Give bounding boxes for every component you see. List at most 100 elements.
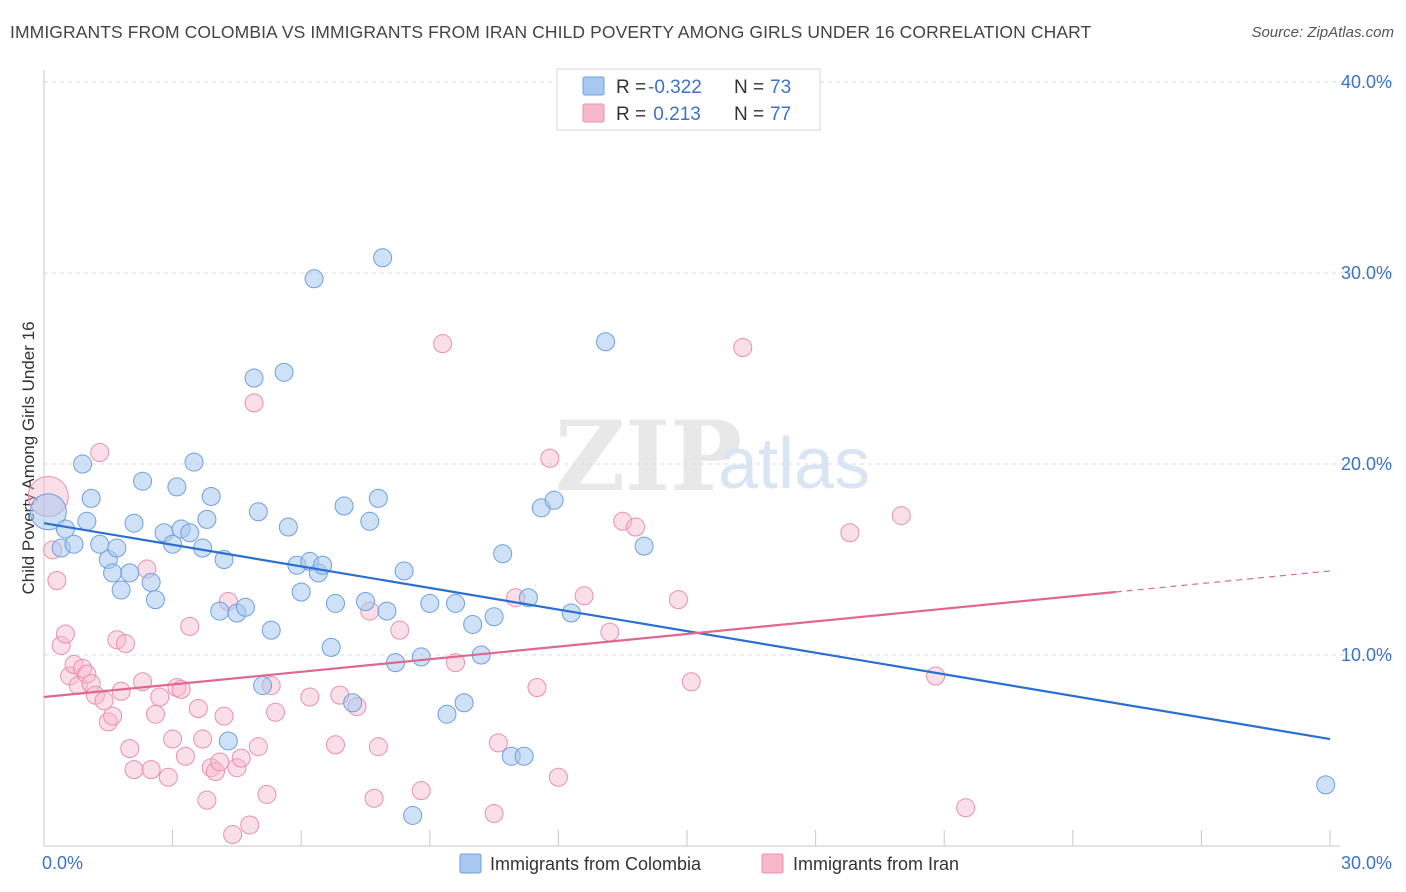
colombia-point <box>411 647 431 667</box>
colombia-point <box>210 601 230 621</box>
iran-point <box>205 762 225 782</box>
colombia-point <box>377 601 397 621</box>
iran-point <box>733 337 753 357</box>
trend-lines <box>43 522 1331 741</box>
iran-point <box>180 616 200 636</box>
iran-point <box>188 698 208 718</box>
colombia-point <box>334 496 354 516</box>
legend-iran-n-value: 77 <box>770 104 791 125</box>
colombia-point <box>518 588 538 608</box>
x-axis-ticks <box>43 830 1331 846</box>
iran-point <box>364 788 384 808</box>
watermark: ZIP atlas <box>555 400 870 513</box>
source-label: Source: ZipAtlas.com <box>1251 24 1394 41</box>
iran-point <box>411 781 431 801</box>
y-tick-label: 10.0% <box>1341 645 1392 665</box>
colombia-point <box>463 614 483 634</box>
y-tick-labels: 10.0% 20.0% 30.0% 40.0% <box>1341 72 1392 665</box>
colombia-point <box>454 693 474 713</box>
x-tick-label-max: 30.0% <box>1341 853 1392 873</box>
colombia-point <box>107 538 127 558</box>
iran-point <box>193 729 213 749</box>
legend-colombia-r-label: R = <box>616 77 646 98</box>
colombia-point <box>167 477 187 497</box>
iran-points <box>27 334 976 845</box>
iran-point <box>265 702 285 722</box>
colombia-point <box>291 582 311 602</box>
iran-point <box>77 664 97 684</box>
iran-point <box>55 624 75 644</box>
legend-iran-swatch <box>582 103 605 123</box>
colombia-point <box>343 693 363 713</box>
watermark-zip: ZIP <box>555 400 742 513</box>
iran-point <box>626 517 646 537</box>
colombia-point <box>325 593 345 613</box>
colombia-point <box>197 509 217 529</box>
iran-point <box>668 590 688 610</box>
iran-point <box>124 760 144 780</box>
iran-point <box>488 733 508 753</box>
legend-iran-r-label: R = <box>616 104 646 125</box>
colombia-point <box>253 676 273 696</box>
colombia-point <box>1316 775 1336 795</box>
iran-point <box>214 706 234 726</box>
iran-point <box>115 634 135 654</box>
colombia-trend-line <box>43 522 1331 741</box>
colombia-point <box>437 704 457 724</box>
colombia-point <box>304 269 324 289</box>
legend-colombia-n-value: 73 <box>770 77 791 98</box>
colombia-point <box>244 368 264 388</box>
legend-iran-n-label: N = <box>734 104 764 125</box>
iran-point <box>248 737 268 757</box>
colombia-point <box>120 563 140 583</box>
legend-bottom-colombia-swatch <box>459 853 482 874</box>
colombia-point <box>73 454 93 474</box>
colombia-point <box>373 248 393 268</box>
legend-colombia-swatch <box>582 76 605 96</box>
colombia-point <box>261 620 281 640</box>
iran-point <box>574 586 594 606</box>
iran-trend-extension <box>1115 570 1331 593</box>
colombia-point <box>235 597 255 617</box>
colombia-point <box>111 580 131 600</box>
colombia-point <box>180 523 200 543</box>
legend-iran-r-value: 0.213 <box>648 104 701 125</box>
colombia-point <box>103 563 123 583</box>
iran-trend-line <box>43 590 1116 699</box>
colombia-point <box>184 452 204 472</box>
iran-point <box>240 815 260 835</box>
iran-point <box>613 511 633 531</box>
colombia-point <box>201 486 221 506</box>
iran-point <box>527 677 547 697</box>
colombia-point <box>514 746 534 766</box>
legend-top: R = -0.322 N = 73 R = 0.213 N = 77 <box>556 68 821 131</box>
x-tick-label-min: 0.0% <box>42 853 83 873</box>
legend-colombia-n-label: N = <box>734 77 764 98</box>
iran-point <box>231 748 251 768</box>
grid-lines <box>44 81 1392 656</box>
iran-point <box>244 393 264 413</box>
iran-point <box>540 448 560 468</box>
legend-bottom-iran-swatch <box>761 853 784 874</box>
colombia-point <box>141 572 161 592</box>
iran-point <box>257 784 277 804</box>
colombia-point <box>133 471 153 491</box>
iran-point <box>111 681 131 701</box>
iran-point <box>390 620 410 640</box>
colombia-point <box>596 332 616 352</box>
colombia-point <box>493 544 513 564</box>
colombia-point <box>145 590 165 610</box>
legend-bottom-colombia-label: Immigrants from Colombia <box>490 854 702 874</box>
colombia-point <box>218 731 238 751</box>
colombia-point <box>81 488 101 508</box>
colombia-point <box>124 513 144 533</box>
colombia-points <box>29 248 1336 825</box>
colombia-point <box>77 511 97 531</box>
iran-point <box>548 767 568 787</box>
colombia-point <box>278 517 298 537</box>
iran-point <box>210 752 230 772</box>
iran-point <box>300 687 320 707</box>
iran-point <box>227 758 247 778</box>
colombia-point <box>544 490 564 510</box>
iran-point <box>163 729 183 749</box>
